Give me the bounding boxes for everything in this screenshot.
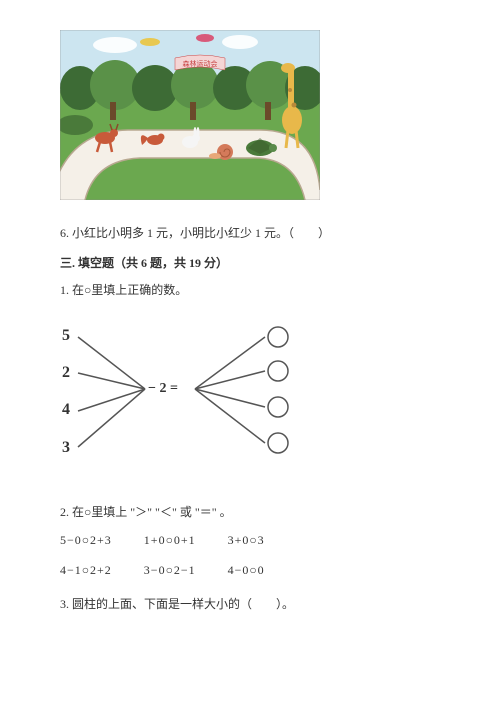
section-3-title: 三. 填空题（共 6 题，共 19 分）	[60, 254, 440, 271]
cmp-1: 5−0○2+3	[60, 525, 112, 555]
cmp-6: 4−0○0	[228, 555, 265, 585]
subtraction-diagram: 5 2 4 3 − 2 =	[60, 319, 320, 479]
forest-race-illustration: 森林运动会	[60, 30, 320, 200]
question-3-3: 3. 圆柱的上面、下面是一样大小的（ ）。	[60, 591, 440, 617]
banner-text: 森林运动会	[183, 59, 218, 68]
question-3-2-intro: 2. 在○里填上 "＞" "＜" 或 "＝" 。	[60, 499, 440, 525]
question-3-1: 1. 在○里填上正确的数。	[60, 277, 440, 303]
cmp-5: 3−0○2−1	[144, 555, 196, 585]
cmp-2: 1+0○0+1	[144, 525, 196, 555]
question-6: 6. 小红比小明多 1 元，小明比小红少 1 元。（ ）	[60, 220, 440, 246]
compare-row-1: 5−0○2+3 1+0○0+1 3+0○3	[60, 525, 440, 555]
cmp-4: 4−1○2+2	[60, 555, 112, 585]
cmp-3: 3+0○3	[228, 525, 265, 555]
compare-row-2: 4−1○2+2 3−0○2−1 4−0○0	[60, 555, 440, 585]
